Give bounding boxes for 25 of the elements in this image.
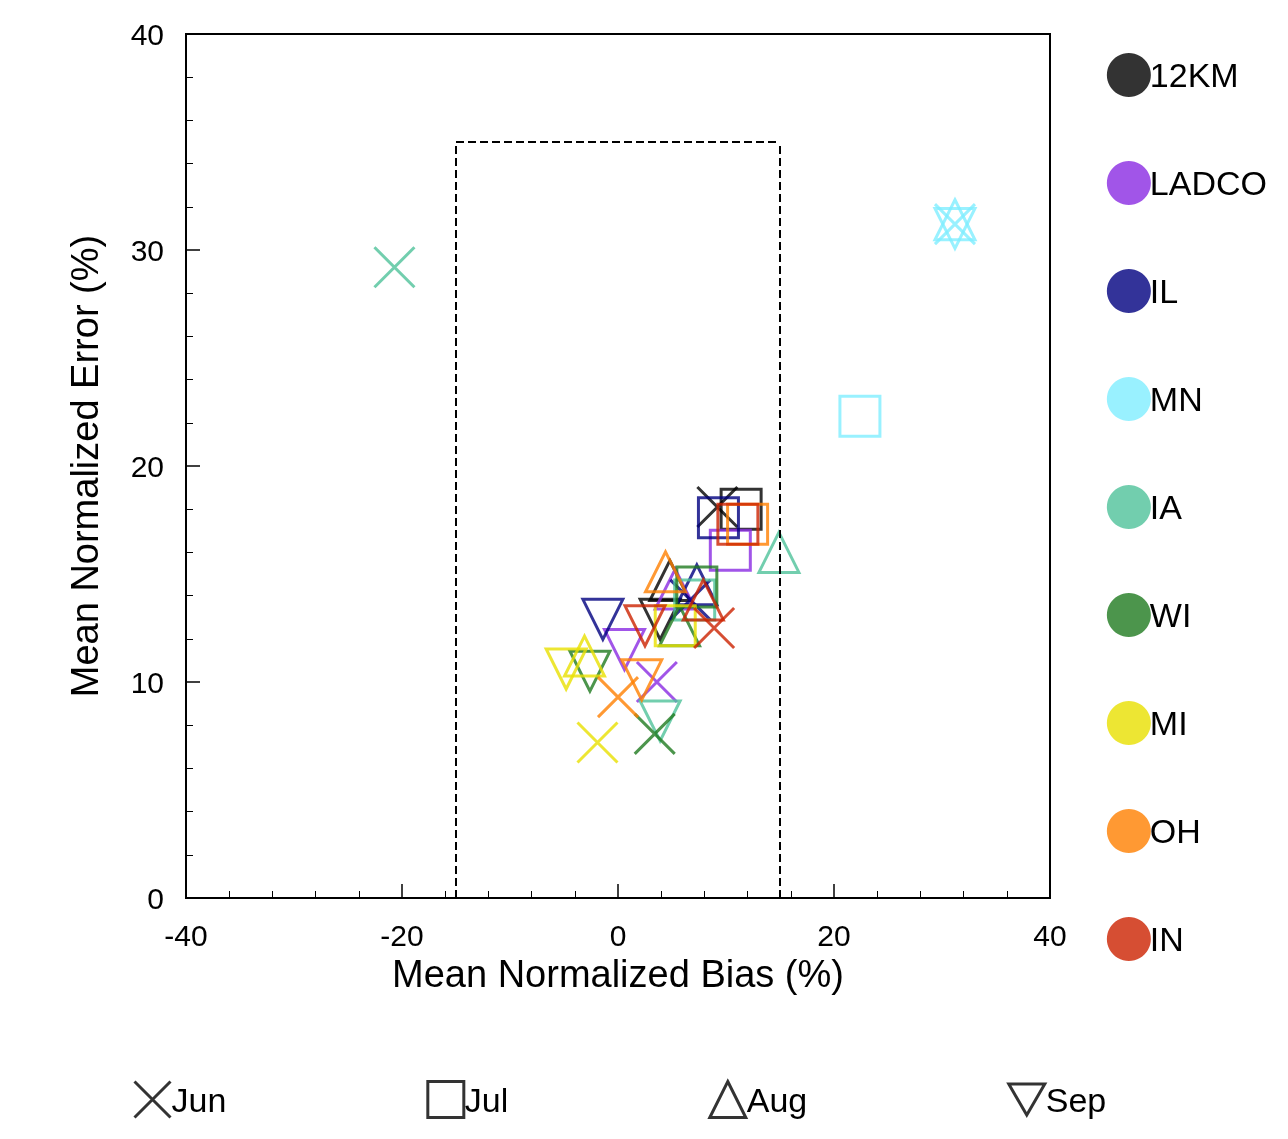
x-tick-label: -20 xyxy=(380,918,424,952)
legend-label: Jun xyxy=(171,1080,227,1119)
legend-label: Aug xyxy=(746,1080,808,1119)
legend-label: Jul xyxy=(464,1080,509,1119)
y-tick-label: 40 xyxy=(130,17,164,51)
y-tick-label: 0 xyxy=(147,881,164,915)
legend-label: 12KM xyxy=(1149,56,1239,94)
y-tick-label: 10 xyxy=(130,665,164,699)
legend-label: IL xyxy=(1149,272,1179,310)
legend-label: LADCO xyxy=(1149,164,1267,202)
y-tick-label: 20 xyxy=(130,449,164,483)
legend-label: Sep xyxy=(1045,1080,1107,1119)
y-tick-label: 30 xyxy=(130,233,164,267)
x-tick-label: -40 xyxy=(164,918,208,952)
legend-label: MN xyxy=(1149,380,1203,418)
legend-label: IA xyxy=(1149,488,1183,526)
x-axis-title: Mean Normalized Bias (%) xyxy=(392,952,844,995)
x-tick-label: 20 xyxy=(817,918,851,952)
legend-label: OH xyxy=(1149,812,1201,850)
legend-label: WI xyxy=(1149,596,1192,634)
y-axis-title: Mean Normalized Error (%) xyxy=(64,234,106,698)
x-tick-label: 0 xyxy=(609,918,627,952)
legend-label: IN xyxy=(1149,920,1184,958)
legend-label: MI xyxy=(1149,704,1188,742)
x-tick-label: 40 xyxy=(1033,918,1067,952)
